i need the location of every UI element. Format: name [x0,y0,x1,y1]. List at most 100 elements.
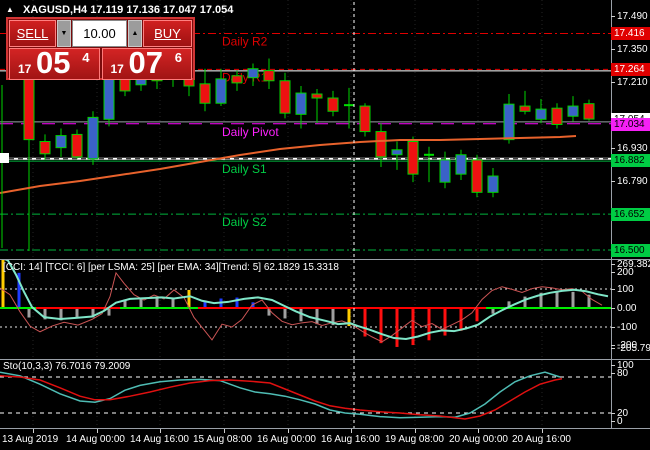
candle-body [39,141,51,155]
symbol-period-label: XAGUSD,H4 [22,4,88,16]
candle-body [231,75,243,84]
candle-body [199,83,211,104]
candle-body [87,116,99,160]
candle-body [455,154,467,175]
price-badge: 16.882 [611,153,650,167]
candle-body [23,77,35,141]
sto-signal-line [0,371,561,419]
candle-body [535,108,547,120]
sell-price-pip: 4 [82,50,90,65]
price-badge: 16.652 [611,208,650,222]
time-axis-label: 13 Aug 2019 [2,434,59,445]
time-axis-tick [542,429,543,433]
time-axis-label: 14 Aug 16:00 [130,434,189,445]
candle-body [583,103,595,120]
axis-tick [611,345,615,346]
candle-body [103,78,115,120]
sto-main-line [0,375,563,420]
candle-body [263,70,275,82]
sell-quote-button[interactable]: 17 05 4 [9,45,100,80]
buy-price-prefix: 17 [110,62,124,76]
axis-tick [611,272,615,273]
axis-label: 200 [611,266,650,279]
time-axis-tick [97,429,98,433]
time-axis-tick [288,429,289,433]
volume-decrease-button[interactable]: ▼ [57,20,71,47]
axis-label: 16.930 [611,142,650,155]
time-axis-tick [224,429,225,433]
candle-body [71,133,83,158]
axis-tick [611,365,615,366]
pane-separator[interactable] [0,259,650,260]
left-edge-marker [0,153,9,163]
buy-button[interactable]: BUY [143,20,192,47]
pivot-level-label: Daily S1 [222,162,267,176]
volume-increase-button[interactable]: ▲ [128,20,142,47]
candle-body [311,93,323,99]
cci-indicator-pane[interactable] [0,260,611,359]
price-badge: 17.416 [611,27,650,41]
cci-smoothed-line [4,260,609,340]
time-axis-label: 20 Aug 00:00 [449,434,508,445]
time-axis-label: 16 Aug 16:00 [321,434,380,445]
pivot-level-label: Daily R1 [222,70,268,84]
axis-tick [611,148,615,150]
price-axis[interactable]: 17.49017.41617.35017.26417.21017.05417.0… [611,0,650,428]
time-axis[interactable]: 13 Aug 2019 14 Aug 00:00 14 Aug 16:00 15 Au… [0,429,650,450]
pane-separator [0,428,650,429]
main-chart-pane[interactable]: Daily R2 Daily R1 Daily Pivot Daily S1 Daily… [0,0,611,259]
axis-label: 16.790 [611,175,650,188]
axis-tick [611,264,615,265]
axis-label: 17.350 [611,43,650,56]
buy-price-big: 07 [128,45,163,80]
time-axis-label: 15 Aug 08:00 [193,434,252,445]
time-axis-label: 16 Aug 00:00 [257,434,316,445]
axis-tick [611,82,615,84]
pane-separator[interactable] [0,359,650,360]
candle-doji-body [424,153,434,156]
candle-body [551,107,563,125]
stochastic-indicator-pane[interactable] [0,360,611,428]
candle-body [503,103,515,141]
collapse-icon[interactable]: ▲ [6,5,14,14]
candle-body [295,92,307,115]
candle-body [55,135,67,149]
price-badge: 17.034 [611,117,650,131]
one-click-trading-panel: SELL ▼ ▲ BUY 17 05 4 17 07 6 [6,17,195,80]
price-badge: 16.500 [611,244,650,257]
price-badge: 17.264 [611,63,650,77]
axis-label: -205.796 [611,342,650,355]
candle-body [375,131,387,158]
buy-quote-button[interactable]: 17 07 6 [101,45,192,80]
candle-body [439,159,451,183]
candle-body [391,149,403,156]
candle-body [359,105,371,133]
axis-tick [611,373,615,374]
axis-tick [611,308,615,309]
time-axis-label: 14 Aug 00:00 [66,434,125,445]
time-axis-tick [33,429,34,433]
volume-input[interactable] [72,20,127,47]
axis-label: 20 [611,407,650,420]
candle-doji-body [344,104,354,107]
time-axis-tick [478,429,479,433]
stochastic-indicator-header: Sto(10,3,3) 76.7016 79.2009 [3,361,131,372]
axis-tick [611,327,615,328]
candle-body [247,68,259,79]
axis-label: 0.00 [611,302,650,315]
candle-body [519,105,531,112]
axis-label: 0 [611,415,650,428]
buy-price-pip: 6 [174,50,182,65]
sell-button[interactable]: SELL [9,20,56,47]
chart-title: ▲ XAGUSD,H4 17.119 17.136 17.047 17.054 [6,4,233,16]
candle-body [487,175,499,193]
axis-label: -100 [611,321,650,334]
axis-label: 269.3822 [611,258,650,271]
time-axis-tick [351,429,352,433]
axis-tick [611,348,615,349]
sell-price-prefix: 17 [18,62,32,76]
pivot-level-label: Daily R2 [222,34,268,48]
time-axis-label: 20 Aug 16:00 [512,434,571,445]
axis-label: 100 [611,283,650,296]
